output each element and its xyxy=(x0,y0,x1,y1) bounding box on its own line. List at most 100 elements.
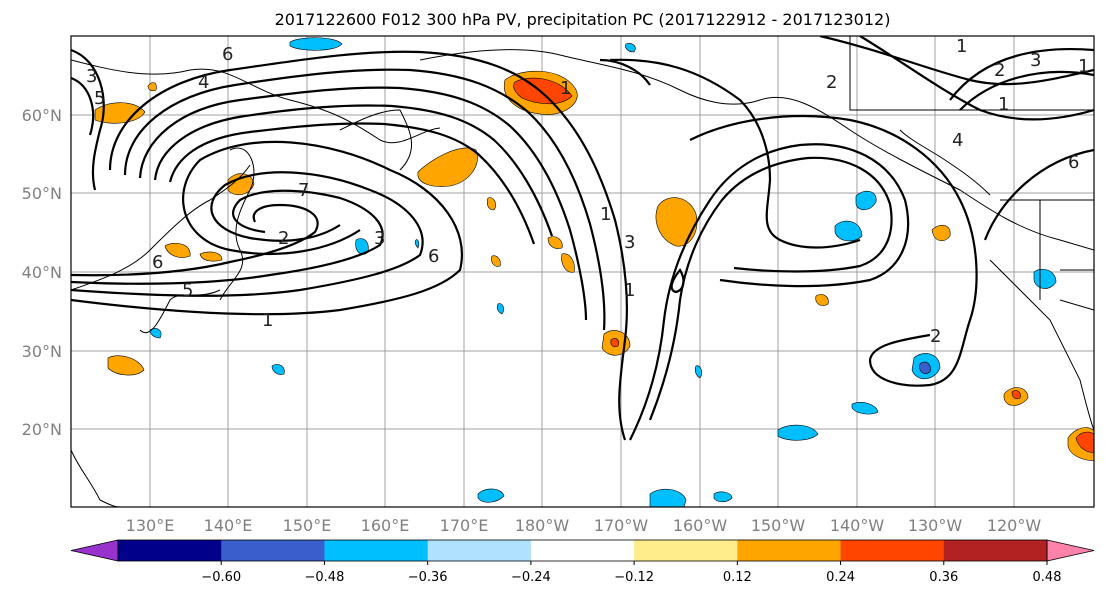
pv-label: 3 xyxy=(86,66,97,87)
pv-label: 1 xyxy=(1078,56,1089,77)
precip-strong xyxy=(610,338,619,348)
pv-contour xyxy=(168,122,536,245)
lon-label: 150°W xyxy=(751,516,806,535)
lat-label: 50°N xyxy=(22,184,62,203)
colorbar: −0.60 −0.48 −0.36 −0.24 −0.12 0.12 0.24 0.36 0.4… xyxy=(70,539,1095,585)
colorbar-tick-label: 0.48 xyxy=(1033,570,1062,585)
precip-negative xyxy=(289,37,343,51)
colorbar-segment xyxy=(530,540,635,561)
lon-label: 140°E xyxy=(204,516,253,535)
pv-label: 1 xyxy=(262,310,273,331)
pv-contour xyxy=(71,189,384,285)
colorbar-border xyxy=(117,539,1048,562)
precip-positive xyxy=(417,147,478,187)
colorbar-tick-label: −0.48 xyxy=(305,570,345,585)
pv-label: 3 xyxy=(374,228,385,249)
pv-label: 1 xyxy=(600,204,611,225)
pv-contours xyxy=(71,36,1094,441)
precip-strong xyxy=(1011,390,1021,400)
pv-label: 6 xyxy=(222,44,233,65)
pv-contour xyxy=(599,58,651,86)
lon-label: 180°W xyxy=(515,516,570,535)
precip-negative xyxy=(271,364,285,375)
colorbar-segment xyxy=(943,540,1048,561)
pv-contour xyxy=(670,268,685,294)
precip-strong xyxy=(1075,431,1094,453)
colorbar-extend-high xyxy=(1046,539,1095,562)
pv-contour xyxy=(123,68,606,331)
pv-contour xyxy=(71,76,95,136)
lon-label: 160°W xyxy=(673,516,728,535)
precip-positive xyxy=(655,197,698,247)
lat-label: 30°N xyxy=(22,342,62,361)
colorbar-tick-label: −0.24 xyxy=(511,570,551,585)
pv-contour xyxy=(859,36,1094,121)
precip-negative xyxy=(777,424,819,441)
pv-label: 2 xyxy=(826,72,837,93)
colorbar-segment xyxy=(118,540,222,561)
map-title: 2017122600 F012 300 hPa PV, precipitatio… xyxy=(274,10,891,29)
pv-label: 6 xyxy=(428,246,439,267)
pv-label: 2 xyxy=(994,60,1005,81)
precip-positive xyxy=(94,102,146,124)
precip-positive xyxy=(491,255,501,267)
lon-label: 130°E xyxy=(126,516,175,535)
colorbar-segment xyxy=(427,540,532,561)
precip-positive xyxy=(931,224,951,242)
pv-contour xyxy=(71,171,424,297)
precip-negative xyxy=(855,190,877,211)
map-frame xyxy=(70,35,1095,508)
colorbar-tick-label: −0.36 xyxy=(408,570,448,585)
pv-contour xyxy=(949,48,1094,101)
pv-label: 7 xyxy=(298,180,309,201)
pv-contour xyxy=(609,58,861,249)
precip-positive xyxy=(147,82,157,92)
lat-label: 20°N xyxy=(22,420,62,439)
precip-positive xyxy=(227,173,255,196)
precip-negative xyxy=(649,488,687,507)
lon-label: 130°W xyxy=(908,516,963,535)
pv-contour xyxy=(983,148,1094,241)
precip-positive xyxy=(107,355,145,376)
colorbar-extend-low xyxy=(70,539,119,562)
colorbar-tick-label: −0.12 xyxy=(614,570,654,585)
precip-negative xyxy=(834,220,863,242)
precip-shading xyxy=(94,37,1094,507)
pv-label: 6 xyxy=(152,252,163,273)
colorbar-tick-label: 0.36 xyxy=(929,570,958,585)
pv-label: 1 xyxy=(560,78,571,99)
coastlines xyxy=(71,36,1094,507)
pv-contour xyxy=(959,70,1094,111)
pv-label: 4 xyxy=(198,72,209,93)
pv-label: 1 xyxy=(998,94,1009,115)
pv-label: 2 xyxy=(930,326,941,347)
lon-label: 160°E xyxy=(361,516,410,535)
pv-contour-labels: 6 4 5 3 2 1 7 1 6 5 1 3 3 2 1 4 6 1 3 2 … xyxy=(86,36,1089,347)
pv-contour xyxy=(71,48,105,191)
pv-label: 5 xyxy=(182,280,193,301)
pv-label: 2 xyxy=(278,228,289,249)
colorbar-segment xyxy=(324,540,429,561)
pv-label: 3 xyxy=(1030,50,1041,71)
colorbar-tick-label: −0.60 xyxy=(201,570,241,585)
colorbar-segment xyxy=(634,540,738,561)
colorbar-segment xyxy=(840,540,945,561)
pv-contour xyxy=(71,140,463,316)
precip-negative xyxy=(713,491,733,503)
lon-label: 170°W xyxy=(594,516,649,535)
pv-label: 6 xyxy=(1068,152,1079,173)
pv-label: 3 xyxy=(624,232,635,253)
pv-contour xyxy=(689,115,978,387)
lat-label: 60°N xyxy=(22,106,62,125)
precip-strong xyxy=(513,77,573,105)
pv-contour xyxy=(648,156,893,421)
latitude-labels: 60°N 50°N 40°N 30°N 20°N xyxy=(22,106,62,439)
pv-contour xyxy=(153,104,554,237)
pv-contour xyxy=(138,86,588,321)
precip-negative xyxy=(414,239,420,249)
pv-label: 5 xyxy=(94,88,105,109)
precip-negative xyxy=(694,365,702,379)
precip-negative xyxy=(496,303,504,315)
precip-negative xyxy=(625,43,636,53)
